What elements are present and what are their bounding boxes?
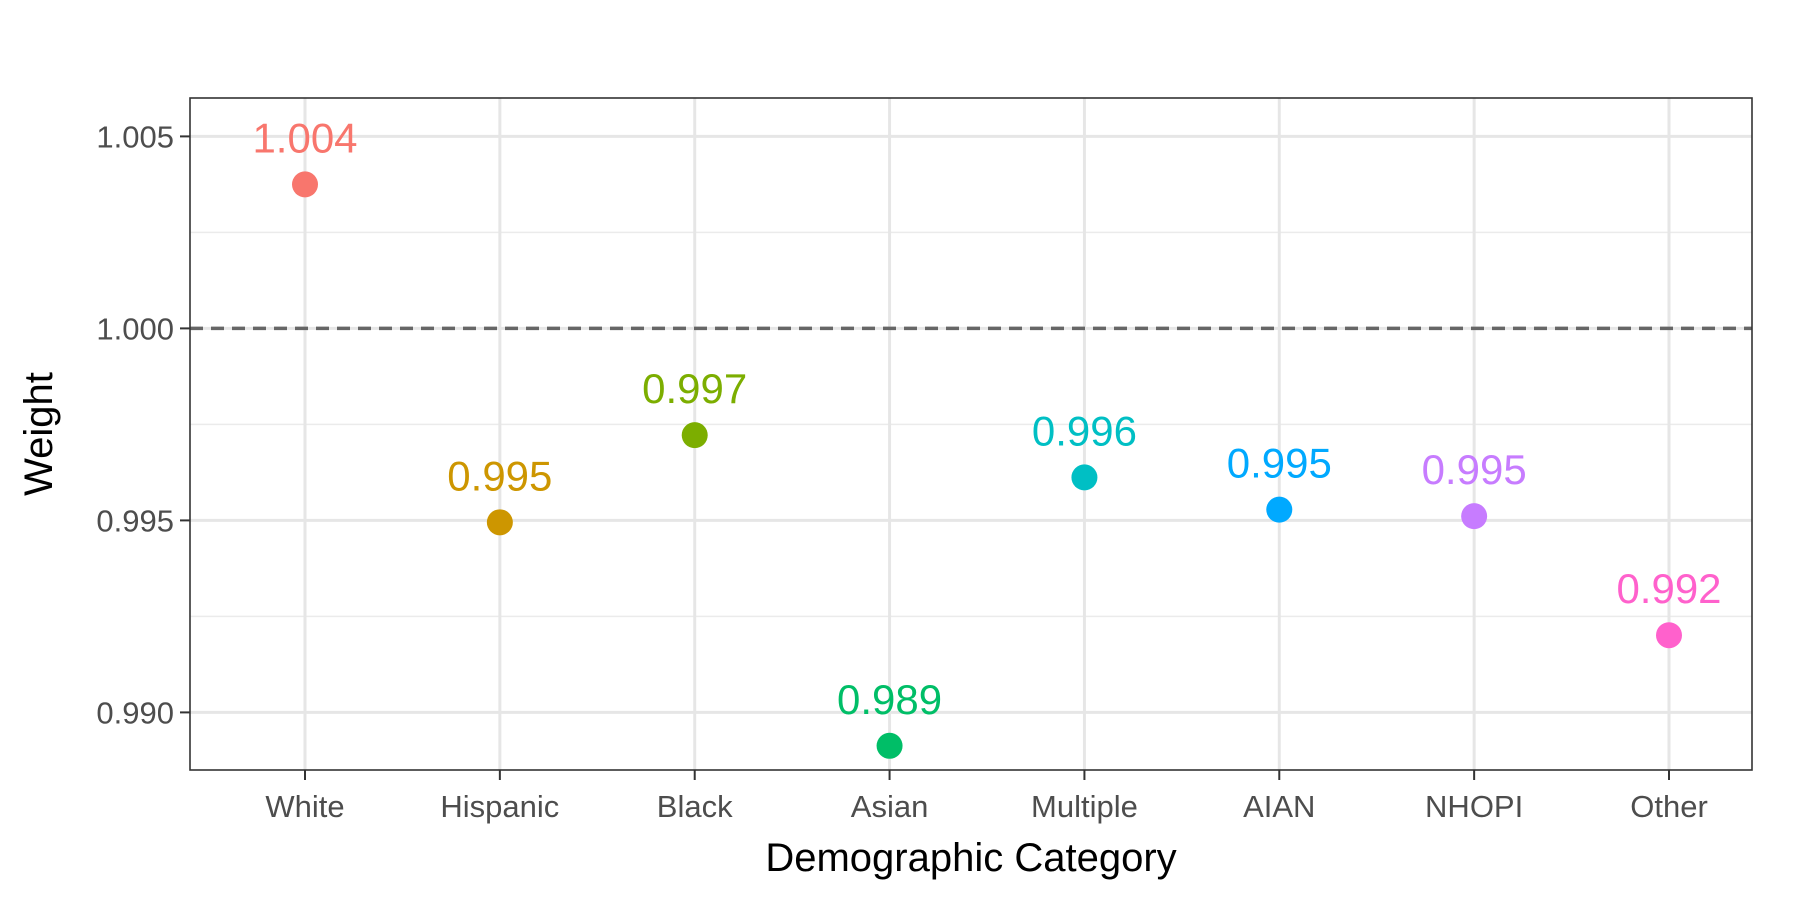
x-tick-label: NHOPI [1425,789,1523,824]
x-axis: White Hispanic Black Asian Multiple AIAN NHOPI… [265,770,1708,824]
data-label-other: 0.992 [1616,565,1721,612]
x-tick-label: Black [657,789,733,824]
data-point-aian [1266,496,1293,523]
y-tick-label: 1.005 [96,119,174,154]
x-axis-title: Demographic Category [765,836,1176,880]
y-axis: 0.990 0.995 1.000 1.005 [96,119,190,730]
data-point-asian [876,732,903,759]
data-point-other [1656,622,1682,649]
x-tick-label: AIAN [1243,789,1315,824]
data-label-multiple: 0.996 [1032,407,1137,454]
y-tick-label: 1.000 [96,311,174,346]
data-label-black: 0.997 [642,365,747,412]
x-tick-label: Hispanic [440,789,559,824]
y-tick-label: 0.995 [96,503,174,538]
data-label-aian: 0.995 [1227,440,1332,487]
data-label-asian: 0.989 [837,676,942,723]
data-label-hispanic: 0.995 [447,452,552,499]
data-label-white: 1.004 [252,114,357,161]
data-point-multiple [1071,464,1098,491]
y-axis-title: Weight [17,372,61,496]
data-label-nhopi: 0.995 [1422,446,1527,493]
x-tick-label: Asian [851,789,929,824]
data-points [292,171,1682,759]
grid [190,98,1752,770]
x-tick-label: Multiple [1031,789,1138,824]
data-point-hispanic [486,509,513,536]
panel-border [189,97,1753,771]
data-point-white [292,171,318,198]
x-tick-label: Other [1630,789,1708,824]
data-labels: 1.004 0.995 0.997 0.989 0.996 0.995 0.995 0.992 [252,114,1721,722]
x-tick-label: White [265,789,344,824]
data-point-nhopi [1461,503,1488,530]
data-point-black [681,422,708,449]
y-tick-label: 0.990 [96,695,174,730]
